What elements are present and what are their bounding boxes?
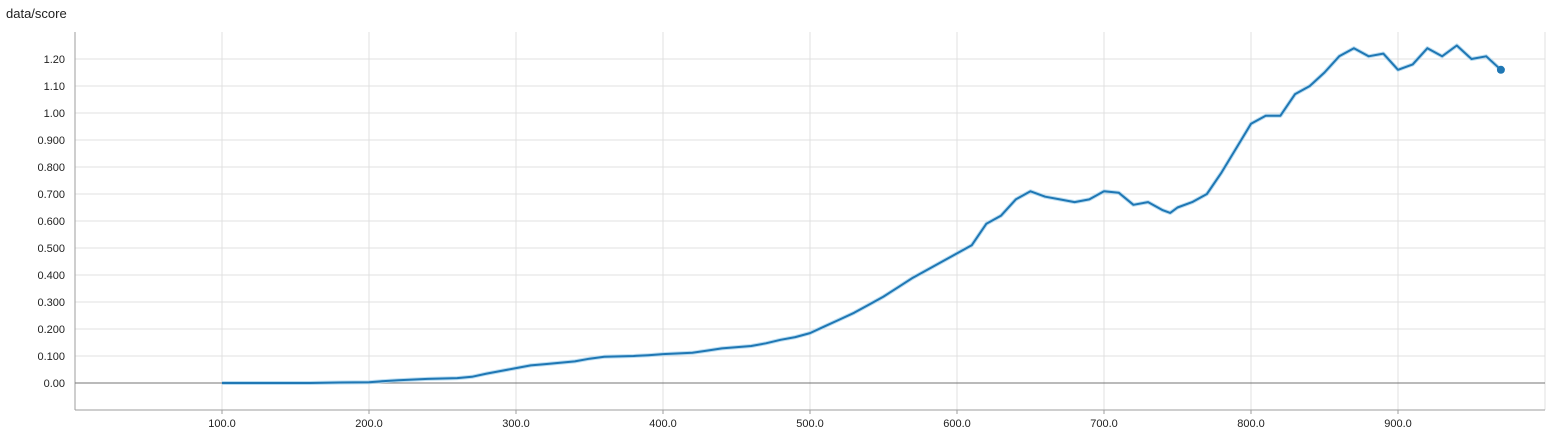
x-tick-label: 500.0	[796, 418, 824, 430]
y-tick-label: 1.00	[44, 108, 65, 120]
y-tick-label: 0.300	[37, 297, 65, 309]
y-tick-label: 0.800	[37, 162, 65, 174]
series-layer	[222, 43, 1505, 385]
y-tick-label: 1.10	[44, 81, 65, 93]
y-tick-label: 0.100	[37, 351, 65, 363]
y-tick-label: 0.600	[37, 216, 65, 228]
y-tick-label: 0.400	[37, 270, 65, 282]
x-tick-label: 600.0	[943, 418, 971, 430]
y-tick-label: 0.500	[37, 243, 65, 255]
y-tick-label: 0.00	[44, 378, 65, 390]
x-tick-label: 200.0	[355, 418, 383, 430]
chart-title: data/score	[6, 6, 67, 21]
y-tick-label: 0.900	[37, 135, 65, 147]
x-tick-label: 100.0	[208, 418, 236, 430]
x-tick-label: 900.0	[1384, 418, 1412, 430]
y-tick-label: 0.700	[37, 189, 65, 201]
y-tick-label: 1.20	[44, 54, 65, 66]
x-tick-label: 800.0	[1237, 418, 1265, 430]
x-tick-label: 700.0	[1090, 418, 1118, 430]
x-tick-label: 300.0	[502, 418, 530, 430]
series-shadow-line	[222, 43, 1503, 385]
x-tick-label: 400.0	[649, 418, 677, 430]
series-line	[222, 44, 1502, 384]
grid-layer	[75, 32, 1546, 410]
y-tick-label: 0.200	[37, 324, 65, 336]
series-endpoint	[1496, 65, 1505, 74]
tick-labels: 0.00 0.100 0.200 0.300 0.400 0.500 0.600 0.700 0…	[37, 54, 1411, 430]
